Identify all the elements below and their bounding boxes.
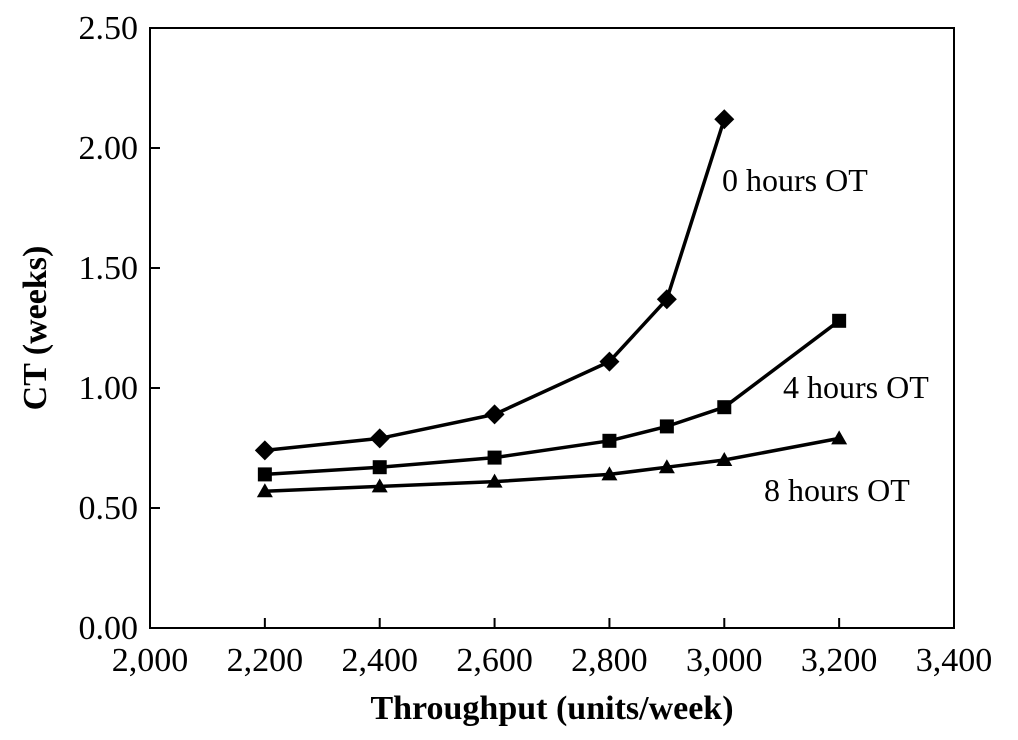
x-tick-label: 3,400 — [916, 642, 993, 679]
plot-frame — [149, 27, 955, 629]
data-point-triangle — [256, 483, 273, 498]
data-point-diamond — [484, 404, 505, 425]
data-point-triangle — [831, 430, 848, 445]
x-tick-label: 2,600 — [456, 642, 533, 679]
series-line-2 — [264, 436, 840, 493]
y-tick-label: 2.00 — [79, 130, 139, 167]
series-label-4-hours-ot: 4 hours OT — [783, 369, 929, 405]
data-point-triangle — [371, 478, 388, 493]
data-point-diamond — [714, 109, 735, 130]
data-point-diamond — [599, 351, 620, 372]
data-point-square — [372, 460, 387, 475]
data-point-triangle — [601, 466, 618, 481]
series-label-0-hours-ot: 0 hours OT — [722, 162, 868, 198]
y-axis-title: CT (weeks) — [17, 246, 54, 411]
x-tick-label: 3,000 — [686, 642, 763, 679]
series-layer — [254, 109, 848, 498]
y-axis-ticks: 0.00 0.50 1.00 1.50 2.00 2.50 — [79, 10, 160, 647]
x-axis-ticks: 2,000 2,200 2,400 2,600 2,800 3,000 3,200 3,400 — [112, 618, 993, 679]
x-tick-label: 2,000 — [112, 642, 189, 679]
y-tick-label: 1.00 — [79, 370, 139, 407]
x-tick-label: 2,800 — [571, 642, 648, 679]
y-tick-label: 0.00 — [79, 610, 139, 647]
data-point-triangle — [716, 452, 733, 466]
data-point-triangle — [658, 459, 675, 474]
data-point-square — [659, 419, 674, 434]
x-tick-label: 2,200 — [227, 642, 304, 679]
data-point-diamond — [656, 289, 677, 310]
data-point-diamond — [369, 428, 390, 449]
data-point-square — [487, 450, 502, 465]
y-tick-label: 2.50 — [79, 10, 139, 47]
x-axis-title: Throughput (units/week) — [370, 690, 733, 727]
data-point-square — [257, 467, 272, 482]
series-line-0 — [264, 118, 726, 453]
data-point-triangle — [486, 473, 503, 488]
x-tick-label: 2,400 — [341, 642, 418, 679]
y-tick-label: 0.50 — [79, 490, 139, 527]
data-point-square — [602, 433, 617, 448]
data-point-square — [717, 400, 732, 415]
data-point-square — [832, 313, 847, 328]
y-tick-label: 1.50 — [79, 250, 139, 287]
data-point-diamond — [254, 440, 275, 461]
x-tick-label: 3,200 — [801, 642, 878, 679]
series-line-1 — [264, 319, 841, 477]
series-label-8-hours-ot: 8 hours OT — [764, 472, 910, 508]
